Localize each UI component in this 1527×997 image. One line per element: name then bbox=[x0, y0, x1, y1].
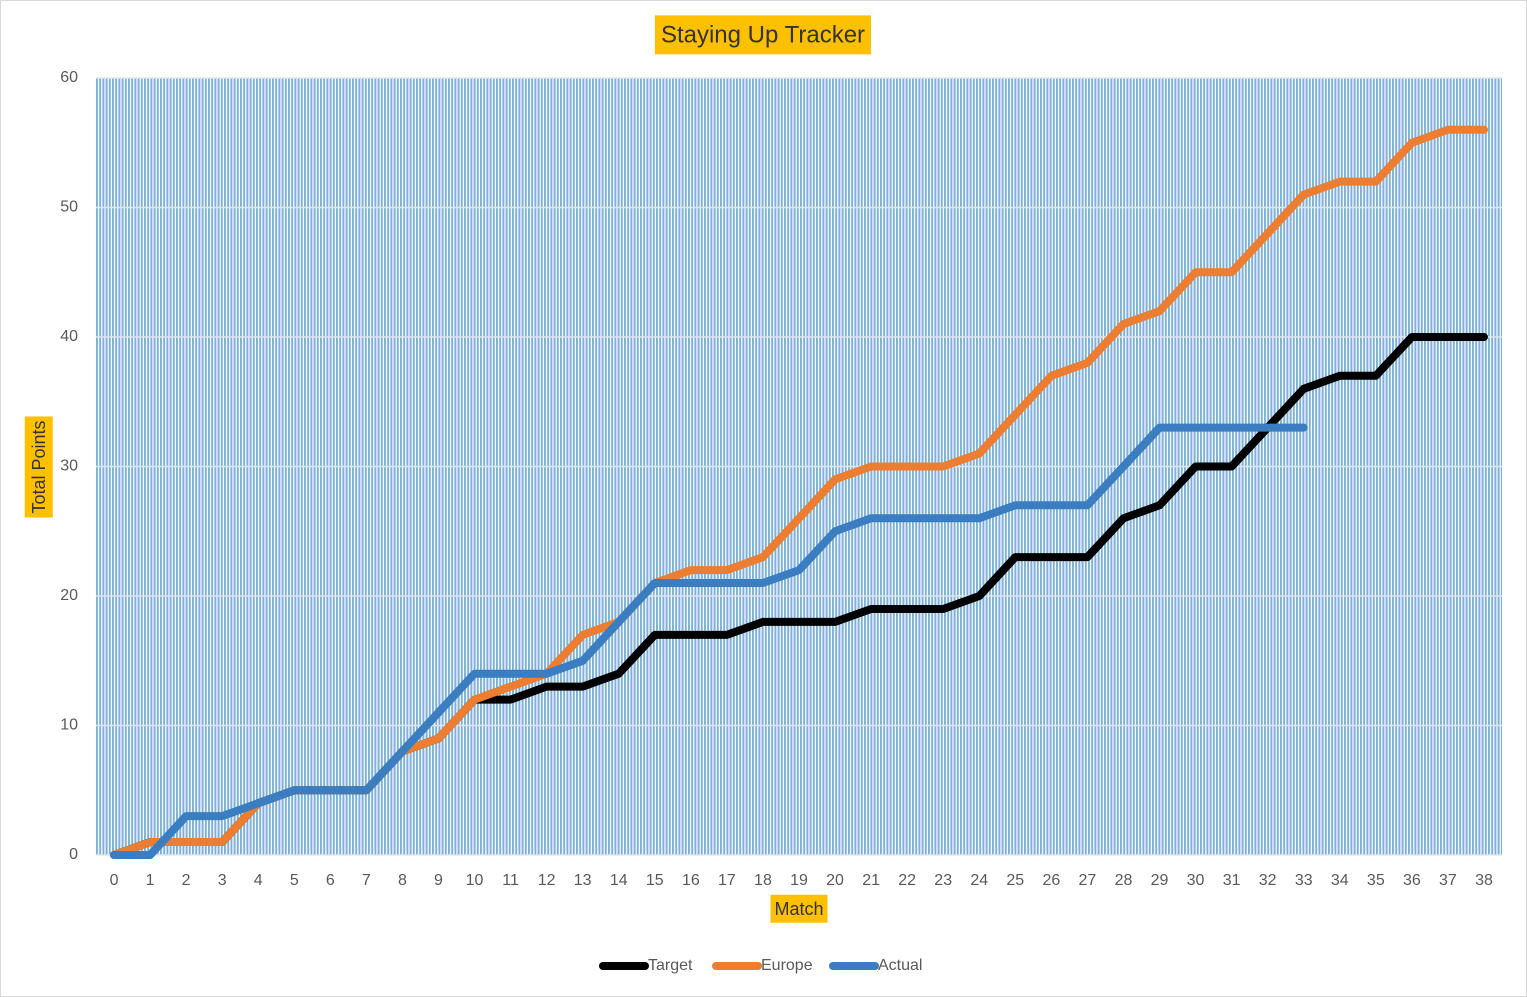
label-highlight bbox=[654, 15, 872, 55]
x-tick-label: 13 bbox=[574, 872, 592, 889]
x-tick-label: 18 bbox=[754, 872, 772, 889]
x-tick-label: 11 bbox=[502, 872, 519, 889]
x-tick-label: 33 bbox=[1295, 872, 1313, 889]
y-axis-title: Total Points bbox=[29, 420, 49, 513]
x-tick-label: 38 bbox=[1475, 872, 1493, 889]
x-tick-label: 4 bbox=[254, 872, 263, 889]
x-tick-label: 35 bbox=[1367, 872, 1385, 889]
x-tick-label: 21 bbox=[862, 872, 880, 889]
x-tick-label: 7 bbox=[362, 872, 371, 889]
x-tick-label: 31 bbox=[1223, 872, 1241, 889]
x-axis-title: Match bbox=[774, 899, 823, 919]
legend-label: Target bbox=[648, 957, 693, 974]
x-tick-label: 37 bbox=[1439, 872, 1457, 889]
y-tick-label: 0 bbox=[69, 846, 78, 863]
x-tick-label: 36 bbox=[1403, 872, 1421, 889]
x-tick-label: 26 bbox=[1042, 872, 1060, 889]
x-tick-label: 14 bbox=[610, 872, 628, 889]
y-tick-label: 50 bbox=[60, 199, 78, 216]
x-tick-label: 2 bbox=[182, 872, 191, 889]
y-tick-label: 30 bbox=[60, 458, 78, 475]
x-tick-label: 5 bbox=[290, 872, 299, 889]
y-axis-title-group: Total Points bbox=[24, 416, 53, 518]
x-tick-label: 30 bbox=[1187, 872, 1205, 889]
y-tick-label: 60 bbox=[60, 69, 78, 86]
label-highlight bbox=[770, 894, 828, 923]
x-tick-label: 6 bbox=[326, 872, 335, 889]
x-tick-label: 10 bbox=[466, 872, 484, 889]
label-highlight bbox=[24, 416, 53, 518]
x-tick-label: 1 bbox=[146, 872, 155, 889]
x-tick-label: 9 bbox=[434, 872, 443, 889]
y-tick-label: 10 bbox=[60, 717, 78, 734]
x-tick-label: 32 bbox=[1259, 872, 1277, 889]
series-line bbox=[110, 423, 1308, 859]
x-tick-label: 15 bbox=[646, 872, 664, 889]
x-tick-label: 27 bbox=[1079, 872, 1097, 889]
x-tick-label: 19 bbox=[790, 872, 808, 889]
x-tick-label: 29 bbox=[1151, 872, 1169, 889]
x-tick-label: 24 bbox=[970, 872, 988, 889]
x-tick-label: 16 bbox=[682, 872, 700, 889]
y-tick-label: 40 bbox=[60, 328, 78, 345]
x-tick-label: 20 bbox=[826, 872, 844, 889]
x-tick-label: 12 bbox=[538, 872, 556, 889]
x-tick-label: 3 bbox=[218, 872, 227, 889]
x-tick-label: 23 bbox=[934, 872, 952, 889]
legend-label: Actual bbox=[878, 957, 922, 974]
x-tick-label: 8 bbox=[398, 872, 407, 889]
legend-label: Europe bbox=[761, 957, 813, 974]
x-tick-label: 17 bbox=[718, 872, 736, 889]
x-tick-label: 34 bbox=[1331, 872, 1349, 889]
chart-title: Staying Up Tracker bbox=[661, 21, 865, 48]
x-tick-label: 25 bbox=[1006, 872, 1024, 889]
x-tick-label: 28 bbox=[1115, 872, 1133, 889]
y-tick-label: 20 bbox=[60, 587, 78, 604]
x-tick-label: 22 bbox=[898, 872, 916, 889]
x-tick-label: 0 bbox=[110, 872, 119, 889]
